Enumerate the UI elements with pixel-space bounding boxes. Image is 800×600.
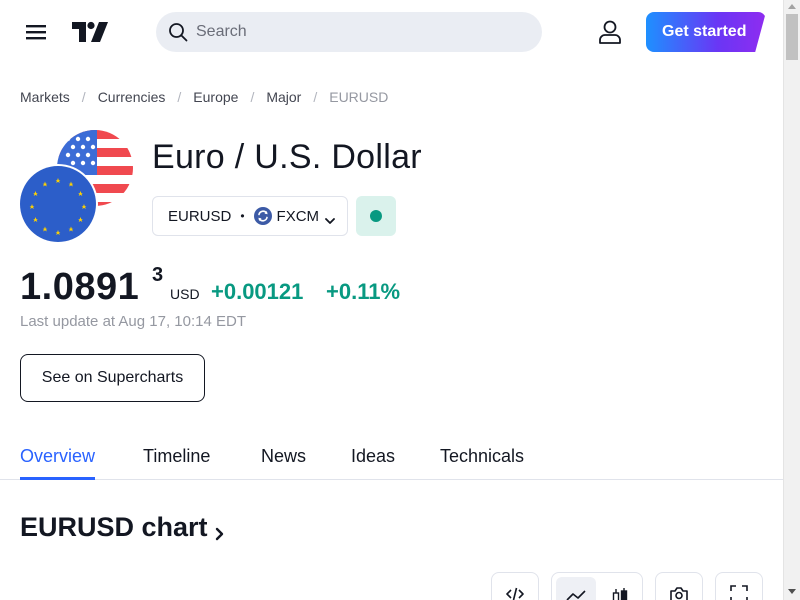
eu-flag-icon (20, 166, 96, 242)
market-status-indicator[interactable] (356, 196, 396, 236)
tab-news[interactable]: News (261, 446, 307, 466)
see-on-supercharts-button[interactable]: See on Supercharts (20, 354, 205, 402)
tab-timeline[interactable]: Timeline (143, 446, 211, 466)
breadcrumb-separator: / (250, 89, 255, 105)
market-open-dot-icon (370, 210, 382, 222)
candlestick-chart-icon (609, 586, 631, 600)
last-update-timestamp: Last update at Aug 17, 10:14 EDT (20, 313, 246, 330)
chevron-down-icon (325, 212, 335, 224)
hamburger-menu-icon[interactable] (24, 22, 48, 42)
breadcrumb-item-europe[interactable]: Europe (193, 89, 239, 105)
user-icon[interactable] (596, 18, 624, 46)
embed-code-icon (504, 583, 526, 600)
header: Get started (0, 0, 783, 64)
breadcrumb-separator: / (313, 89, 318, 105)
tradingview-logo-icon[interactable] (71, 21, 109, 43)
currency-flags (18, 129, 134, 244)
ticker-label: EURUSD (168, 207, 232, 225)
tab-ideas[interactable]: Ideas (351, 446, 396, 466)
chart-type-toggle (551, 572, 643, 600)
embed-code-button[interactable] (491, 572, 539, 600)
symbol-exchange-selector[interactable]: EURUSD • FXCM (152, 196, 348, 236)
scroll-thumb[interactable] (786, 14, 798, 60)
scroll-up-arrow-icon[interactable] (788, 4, 796, 9)
search-icon (168, 22, 188, 42)
price-change-percent: +0.11% (326, 279, 401, 304)
price-change-absolute: +0.00121 (211, 279, 304, 304)
exchange-label: FXCM (276, 207, 320, 225)
area-chart-button[interactable] (556, 577, 596, 600)
tab-bar: Overview Timeline News Ideas Technicals (0, 438, 783, 480)
search-bar[interactable] (156, 12, 542, 52)
chart-section-heading[interactable]: EURUSD chart (20, 512, 226, 543)
area-chart-icon (565, 586, 587, 600)
candlestick-chart-button[interactable] (600, 577, 640, 600)
breadcrumb-item-major[interactable]: Major (266, 89, 302, 105)
fullscreen-icon (728, 583, 750, 600)
breadcrumb-item-currencies[interactable]: Currencies (97, 89, 166, 105)
camera-icon (668, 583, 690, 600)
chart-heading-text: EURUSD chart (20, 512, 208, 542)
snapshot-button[interactable] (655, 572, 703, 600)
price-superscript: 3 (152, 264, 164, 286)
scrollbar[interactable] (783, 0, 800, 600)
breadcrumb-current: EURUSD (329, 89, 389, 105)
fullscreen-button[interactable] (715, 572, 763, 600)
breadcrumb-separator: / (81, 89, 86, 105)
price-currency: USD (170, 286, 200, 302)
tab-technicals[interactable]: Technicals (440, 446, 525, 466)
tab-overview[interactable]: Overview (20, 446, 96, 480)
fxcm-exchange-icon (253, 207, 272, 225)
breadcrumb: Markets / Currencies / Europe / Major / … (20, 89, 388, 105)
page-title: Euro / U.S. Dollar (152, 138, 422, 176)
chevron-right-icon (214, 519, 226, 540)
get-started-button[interactable]: Get started (646, 12, 766, 52)
breadcrumb-separator: / (177, 89, 182, 105)
breadcrumb-item-markets[interactable]: Markets (20, 89, 70, 105)
search-input[interactable] (196, 12, 526, 52)
scroll-down-arrow-icon[interactable] (788, 589, 796, 594)
separator-dot: • (240, 209, 245, 223)
price-value: 1.0891 (20, 266, 140, 308)
